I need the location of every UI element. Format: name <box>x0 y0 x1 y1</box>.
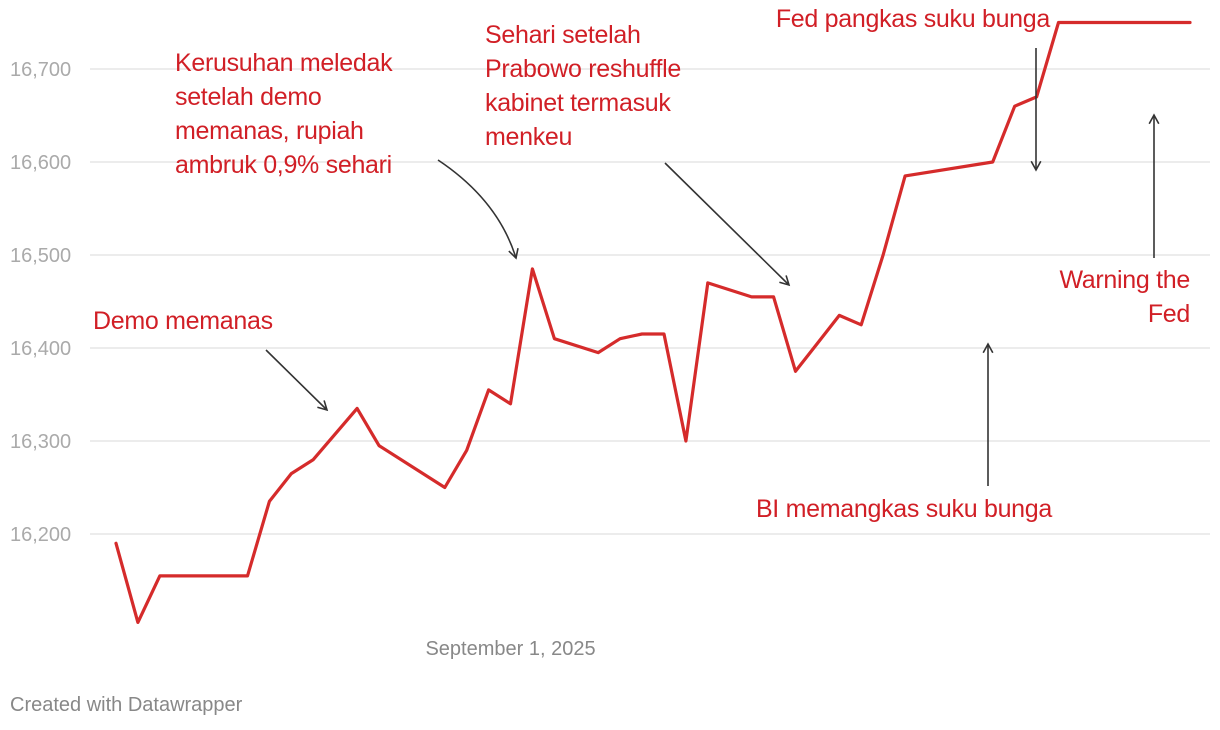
data-point <box>158 574 162 578</box>
data-point <box>465 448 469 452</box>
annotation-kerusuhan: Kerusuhan meledak setelah demo memanas, ru… <box>175 49 393 179</box>
annotation-line: setelah demo <box>175 83 322 111</box>
data-point <box>530 267 534 271</box>
data-point <box>859 323 863 327</box>
data-point <box>1013 104 1017 108</box>
data-point <box>355 406 359 410</box>
annotation-line: Demo memanas <box>93 307 273 335</box>
arrow-demo <box>265 349 329 412</box>
annotation-line: memanas, rupiah <box>175 117 364 145</box>
annotation-demo: Demo memanas <box>93 307 273 335</box>
data-point <box>224 574 228 578</box>
data-point <box>903 174 907 178</box>
annotation-reshuffle: Sehari setelah Prabowo reshuffle kabinet t… <box>485 21 681 151</box>
data-point <box>136 620 140 624</box>
data-point <box>509 402 513 406</box>
annotation-line: Fed pangkas suku bunga <box>776 5 1051 33</box>
datawrapper-credit[interactable]: Created with Datawrapper <box>10 694 243 716</box>
data-point <box>1188 21 1192 25</box>
data-point <box>750 295 754 299</box>
annotation-line: ambruk 0,9% sehari <box>175 151 392 179</box>
data-point <box>443 486 447 490</box>
annotation-fed: Fed pangkas suku bunga <box>776 5 1051 33</box>
series-line <box>114 20 1192 624</box>
y-tick-label: 16,600 <box>10 152 71 174</box>
data-point <box>1122 21 1126 25</box>
data-point <box>1056 21 1060 25</box>
data-point <box>793 369 797 373</box>
data-point <box>772 295 776 299</box>
annotation-line: Fed <box>1148 300 1190 328</box>
data-point <box>1166 21 1170 25</box>
data-point <box>114 541 118 545</box>
arrow-warning <box>1148 113 1160 258</box>
data-point <box>289 472 293 476</box>
annotation-line: menkeu <box>485 123 572 151</box>
data-point <box>311 458 315 462</box>
annotations: Demo memanas Kerusuhan meledak setelah dem… <box>93 5 1190 523</box>
annotation-line: Warning the <box>1059 266 1190 294</box>
annotation-warning: Warning the Fed <box>1059 266 1190 328</box>
data-point <box>815 341 819 345</box>
y-tick-label: 16,500 <box>10 245 71 267</box>
data-point <box>246 574 250 578</box>
data-point <box>377 444 381 448</box>
annotation-line: Sehari setelah <box>485 21 641 49</box>
data-point <box>881 253 885 257</box>
data-point <box>706 281 710 285</box>
annotation-line: Prabowo reshuffle <box>485 55 681 83</box>
y-tick-label: 16,300 <box>10 431 71 453</box>
arrow-bi <box>982 342 994 486</box>
data-point <box>267 499 271 503</box>
data-point <box>684 439 688 443</box>
annotation-arrows <box>265 48 1160 486</box>
arrow-reshuffle <box>664 162 791 287</box>
y-tick-label: 16,200 <box>10 524 71 546</box>
x-axis-ticks: September 1, 2025 <box>425 638 595 660</box>
data-point <box>1078 21 1082 25</box>
annotation-line: kabinet termasuk <box>485 89 671 117</box>
gridlines <box>90 68 1210 535</box>
x-tick-label: September 1, 2025 <box>425 638 595 660</box>
y-axis-ticks: 16,200 16,300 16,400 16,500 16,600 16,700 <box>10 59 71 546</box>
data-point <box>837 313 841 317</box>
data-point <box>1144 21 1148 25</box>
line-chart: 16,200 16,300 16,400 16,500 16,600 16,700 Sep… <box>10 5 1210 660</box>
y-tick-label: 16,700 <box>10 59 71 81</box>
data-point <box>640 332 644 336</box>
annotation-bi: BI memangkas suku bunga <box>756 495 1052 523</box>
annotation-line: BI memangkas suku bunga <box>756 495 1052 523</box>
arrow-fed <box>1030 48 1042 172</box>
data-point <box>991 160 995 164</box>
data-point <box>662 332 666 336</box>
y-tick-label: 16,400 <box>10 338 71 360</box>
data-point <box>487 388 491 392</box>
data-point <box>1100 21 1104 25</box>
data-point <box>596 351 600 355</box>
annotation-line: Kerusuhan meledak <box>175 49 393 77</box>
data-point <box>618 337 622 341</box>
data-point <box>552 337 556 341</box>
arrow-kerusuhan <box>437 159 519 260</box>
